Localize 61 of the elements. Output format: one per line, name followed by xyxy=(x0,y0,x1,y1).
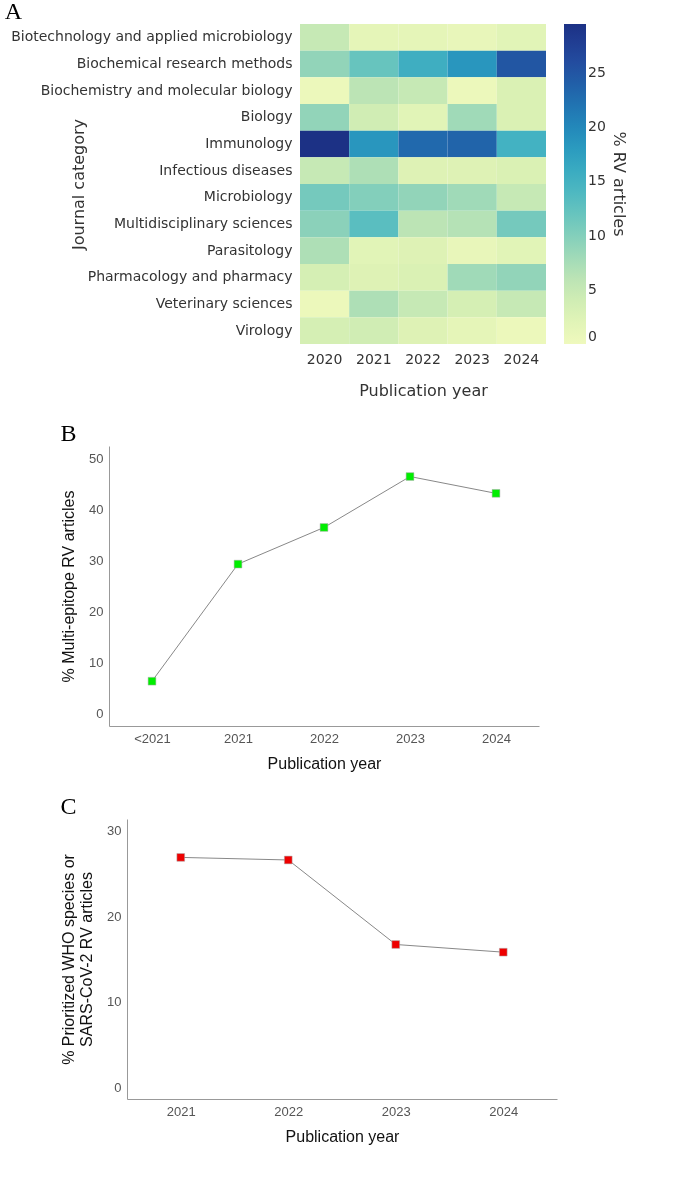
point xyxy=(284,855,293,865)
point xyxy=(147,677,157,686)
y-tick-label: 10 xyxy=(107,994,122,1010)
x-tick-label: 2023 xyxy=(381,1103,411,1119)
y-tick-label: Biotechnology and applied microbiology xyxy=(11,28,293,45)
point xyxy=(491,489,501,498)
color-bar-label: 0 xyxy=(588,328,597,344)
color-bar-title: % RV articles xyxy=(610,131,629,237)
y-tick-label: 20 xyxy=(107,908,122,924)
text: A xyxy=(4,0,23,24)
x-tick-label: 2023 xyxy=(454,350,491,367)
point xyxy=(176,853,185,862)
point xyxy=(405,472,415,481)
x-tick-label: 2022 xyxy=(274,1103,304,1119)
y-tick-label: Multidisciplinary sciences xyxy=(114,215,293,231)
chart-title: B xyxy=(60,420,77,446)
color-bar-label: 5 xyxy=(588,280,597,297)
y-tick-label: 0 xyxy=(114,1079,122,1095)
y-tick-label: Biochemical research methods xyxy=(76,55,293,71)
y-tick-label: 30 xyxy=(107,823,122,839)
y-tick-label: Parasitology xyxy=(206,241,293,258)
point xyxy=(233,559,243,569)
x-tick-label: 2021 xyxy=(355,350,392,367)
chart-title: C xyxy=(60,793,77,819)
y-tick-label: Immunology xyxy=(205,135,293,151)
x-tick-label: 2022 xyxy=(310,730,339,746)
y-tick-label: 50 xyxy=(89,451,104,467)
y-tick-label: Microbiology xyxy=(203,188,293,205)
x-tick-label: 2020 xyxy=(306,350,343,367)
y-axis-title: % Prioritized WHO species or SARS-CoV-2 RV articles xyxy=(60,853,96,1065)
x-tick-label: 2024 xyxy=(503,350,540,367)
y-tick-label: Infectious diseases xyxy=(159,161,293,178)
x-tick-label: 2024 xyxy=(482,730,511,746)
x-tick-label: 2021 xyxy=(224,730,253,746)
y-tick-label: Virology xyxy=(235,321,293,338)
x-tick-label: 2021 xyxy=(166,1103,196,1119)
x-tick-label: 2022 xyxy=(405,350,441,367)
point xyxy=(391,940,400,949)
y-tick-label: 0 xyxy=(96,705,104,721)
y-axis-title: % Multi-epitope RV articles xyxy=(60,490,78,683)
color-bar-label: 20 xyxy=(588,118,606,135)
x-axis-title: Publication year xyxy=(285,1127,401,1145)
point xyxy=(499,948,508,957)
y-axis-title: Journal category xyxy=(68,118,88,252)
color-bar-label: 10 xyxy=(588,226,606,243)
y-tick-label: Biochemistry and molecular biology xyxy=(40,81,293,98)
x-tick-label: 2023 xyxy=(396,730,425,746)
y-tick-label: Pharmacology and pharmacy xyxy=(87,268,293,285)
y-tick-label: Veterinary sciences xyxy=(155,295,293,311)
y-tick-label: Biology xyxy=(240,108,293,125)
y-tick-label: 30 xyxy=(89,553,104,569)
point xyxy=(319,523,329,532)
color-bar-label: 25 xyxy=(588,63,606,80)
y-tick-label: 10 xyxy=(89,654,104,670)
color-bar-label: 15 xyxy=(588,172,606,189)
x-tick-label: <2021 xyxy=(134,730,171,746)
x-axis-title: Publication year xyxy=(267,754,383,772)
y-tick-label: 20 xyxy=(89,603,104,619)
x-tick-label: 2024 xyxy=(489,1103,519,1119)
y-tick-label: 40 xyxy=(89,502,104,518)
x-axis-title: Publication year xyxy=(359,380,489,400)
